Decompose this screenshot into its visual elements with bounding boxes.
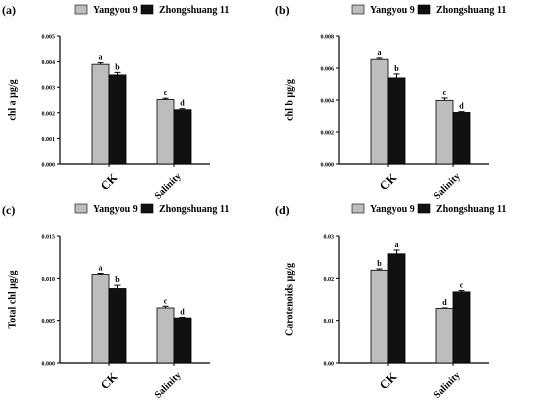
- legend-swatch: [74, 203, 88, 214]
- x-tick-label: Salinity: [153, 370, 184, 401]
- y-tick-label: 0.000: [321, 163, 335, 169]
- y-tick-label: 0.005: [42, 319, 56, 325]
- panel-label: (a): [2, 3, 16, 17]
- y-tick-label: 0.010: [42, 277, 56, 283]
- x-tick-label: Salinity: [432, 370, 463, 401]
- chart-panel: (a) Yangyou 9 Zhongshuang 11 0.000 0.001 0.00…: [2, 3, 229, 202]
- legend-label: Zhongshuang 11: [159, 5, 229, 16]
- x-tick-label: CK: [377, 369, 400, 392]
- y-tick-label: 0.001: [42, 137, 56, 143]
- y-tick-label: 0.015: [42, 235, 56, 241]
- y-tick-label: 0.01: [324, 319, 335, 325]
- significance-letter: a: [99, 53, 103, 62]
- chart-panel: (d) Yangyou 9 Zhongshuang 11 0.00 0.01 0.02 0.…: [275, 203, 506, 401]
- bar: [452, 112, 471, 165]
- legend-label: Zhongshuang 11: [436, 204, 506, 215]
- significance-letter: c: [164, 88, 168, 97]
- significance-letter: d: [442, 298, 447, 307]
- legend-label: Yangyou 9: [370, 204, 415, 215]
- y-tick-label: 0.008: [321, 35, 335, 41]
- bar: [387, 77, 406, 165]
- significance-letter: a: [99, 264, 103, 273]
- legend-swatch: [351, 4, 365, 15]
- y-tick-label: 0.000: [42, 163, 56, 169]
- significance-letter: d: [459, 102, 464, 111]
- y-axis-label: Carotenoids μg/g: [284, 263, 295, 336]
- legend-label: Zhongshuang 11: [159, 204, 229, 215]
- bar: [370, 58, 389, 165]
- legend-label: Yangyou 9: [93, 5, 138, 16]
- legend-swatch: [351, 203, 365, 214]
- y-tick-label: 0.03: [324, 235, 335, 241]
- legend-swatch: [74, 4, 88, 15]
- significance-letter: c: [460, 281, 464, 290]
- y-tick-label: 0.004: [42, 60, 56, 66]
- panel-label: (c): [2, 203, 15, 217]
- y-tick-label: 0.000: [42, 362, 56, 368]
- bar: [370, 269, 389, 364]
- significance-letter: a: [378, 48, 382, 57]
- bar: [435, 99, 454, 165]
- bar: [108, 288, 127, 364]
- legend-label: Yangyou 9: [370, 5, 415, 16]
- legend-swatch: [140, 203, 154, 214]
- significance-letter: a: [395, 240, 399, 249]
- significance-letter: d: [180, 99, 185, 108]
- bar: [435, 307, 454, 364]
- bar: [91, 274, 110, 364]
- y-axis-label: Total chl μg/g: [7, 270, 18, 328]
- y-tick-label: 0.005: [42, 35, 56, 41]
- legend-label: Yangyou 9: [93, 204, 138, 215]
- chart-panel: (c) Yangyou 9 Zhongshuang 11 0.000 0.005 0.01…: [2, 203, 229, 401]
- y-tick-label: 0.006: [321, 67, 335, 73]
- bar: [452, 291, 471, 364]
- legend-swatch: [417, 203, 431, 214]
- significance-letter: d: [180, 307, 185, 316]
- chart-panel: (b) Yangyou 9 Zhongshuang 11 0.000 0.002 0.00…: [275, 3, 506, 202]
- y-tick-label: 0.004: [321, 99, 335, 105]
- significance-letter: b: [115, 62, 120, 71]
- panel-label: (b): [275, 3, 290, 17]
- x-tick-label: CK: [377, 170, 400, 193]
- significance-letter: b: [115, 275, 120, 284]
- bar: [156, 99, 175, 165]
- y-tick-label: 0.002: [321, 131, 335, 137]
- significance-letter: b: [377, 259, 382, 268]
- y-tick-label: 0.002: [42, 111, 56, 117]
- significance-letter: b: [394, 64, 399, 73]
- x-tick-label: CK: [98, 369, 121, 392]
- bar: [156, 307, 175, 364]
- bar: [91, 63, 110, 165]
- panel-label: (d): [275, 203, 290, 217]
- bar: [173, 109, 192, 165]
- legend-swatch: [140, 4, 154, 15]
- legend-label: Zhongshuang 11: [436, 5, 506, 16]
- x-tick-label: CK: [98, 170, 121, 193]
- y-tick-label: 0.00: [324, 362, 335, 368]
- x-tick-label: Salinity: [432, 171, 463, 202]
- y-tick-label: 0.02: [324, 277, 335, 283]
- bar: [108, 74, 127, 165]
- legend-swatch: [417, 4, 431, 15]
- y-tick-label: 0.003: [42, 86, 56, 92]
- y-axis-label: chl a μg/g: [7, 79, 18, 120]
- y-axis-label: chl b μg/g: [284, 79, 295, 121]
- x-tick-label: Salinity: [153, 171, 184, 202]
- bar: [173, 317, 192, 364]
- significance-letter: c: [164, 296, 168, 305]
- bar: [387, 253, 406, 364]
- significance-letter: c: [443, 88, 447, 97]
